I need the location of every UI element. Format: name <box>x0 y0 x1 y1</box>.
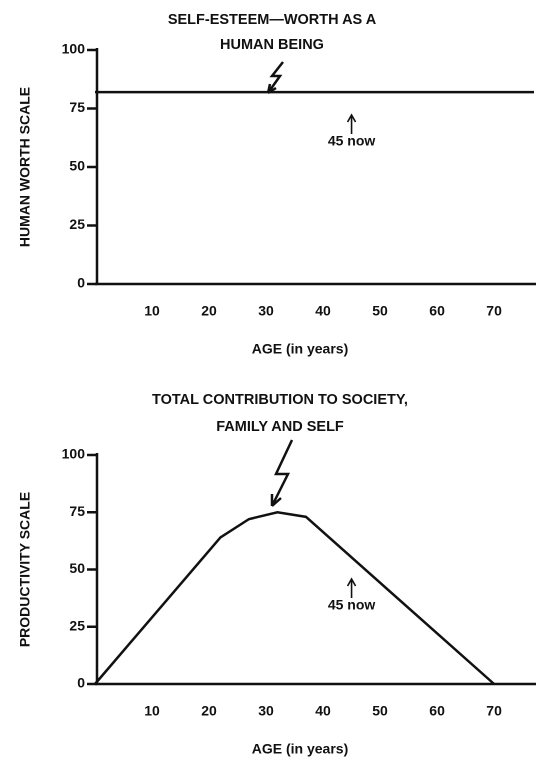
x-tick-label: 60 <box>429 703 445 719</box>
y-axis-label: HUMAN WORTH SCALE <box>17 87 33 247</box>
x-tick-label: 50 <box>372 303 388 319</box>
x-axis-label: AGE (in years) <box>252 341 348 357</box>
annotation: 45 now <box>328 133 376 149</box>
x-tick-label: 70 <box>486 703 502 719</box>
y-tick-label: 75 <box>69 99 85 115</box>
line <box>94 510 495 685</box>
x-tick-label: 20 <box>201 703 217 719</box>
x-tick-label: 30 <box>258 703 274 719</box>
y-tick-label: 50 <box>69 158 85 174</box>
annotation: 45 now <box>328 597 376 613</box>
y-tick-label: 100 <box>62 446 86 462</box>
annotation-arrow <box>346 577 357 598</box>
x-tick-label: 20 <box>201 303 217 319</box>
annotation-arrow <box>346 113 357 134</box>
lightning-bolt <box>270 439 294 507</box>
y-axis-label: PRODUCTIVITY SCALE <box>17 492 33 647</box>
y-tick-label: 0 <box>77 675 85 691</box>
x-tick-label: 40 <box>315 703 331 719</box>
chart-title: SELF-ESTEEM—WORTH AS A <box>168 12 377 28</box>
y-tick-label: 75 <box>69 503 85 519</box>
x-tick-label: 40 <box>315 303 331 319</box>
chart-title: HUMAN BEING <box>220 37 324 53</box>
x-tick-label: 10 <box>144 703 160 719</box>
x-tick-label: 50 <box>372 703 388 719</box>
x-tick-label: 30 <box>258 303 274 319</box>
y-tick-label: 25 <box>69 216 85 232</box>
y-tick-label: 25 <box>69 617 85 633</box>
chart-title: FAMILY AND SELF <box>216 419 344 435</box>
x-tick-label: 10 <box>144 303 160 319</box>
lightning-bolt <box>266 61 284 95</box>
y-tick-label: 100 <box>62 41 86 57</box>
x-axis-label: AGE (in years) <box>252 741 348 757</box>
y-tick-label: 0 <box>77 275 85 291</box>
x-tick-label: 60 <box>429 303 445 319</box>
x-tick-label: 70 <box>486 303 502 319</box>
chart-title: TOTAL CONTRIBUTION TO SOCIETY, <box>152 392 408 408</box>
y-tick-label: 50 <box>69 560 85 576</box>
